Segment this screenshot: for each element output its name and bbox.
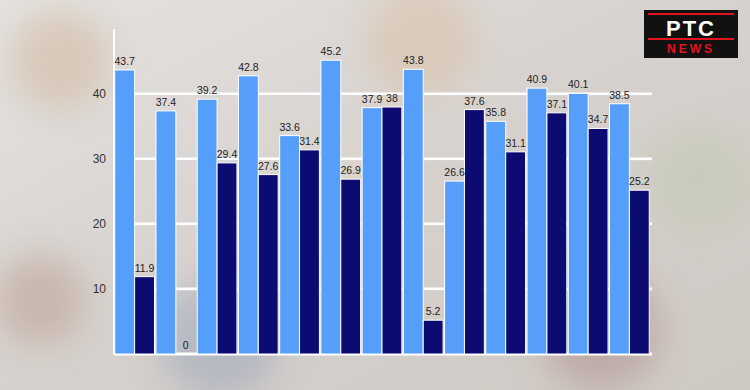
bar [197, 99, 217, 354]
logo-stripe [648, 13, 734, 15]
data-label: 42.8 [238, 61, 259, 73]
chart-svg: 10 20 30 40 43.7 37.4 39.2 42.8 33.6 45.2 37.9 43.8… [0, 0, 750, 390]
bar [238, 76, 258, 354]
data-label: 33.6 [279, 121, 300, 133]
data-label: 37.4 [156, 96, 177, 108]
bar [321, 60, 341, 354]
logo-subtitle: NEWS [667, 42, 715, 56]
bar [382, 107, 402, 354]
logo-box [644, 10, 738, 58]
data-label: 5.2 [426, 305, 441, 317]
background-blob [650, 130, 750, 230]
bar [464, 110, 484, 354]
data-label: 43.8 [403, 54, 424, 66]
bar [176, 354, 196, 355]
bar [300, 150, 320, 354]
y-tick-label: 20 [93, 217, 107, 231]
logo: PTCNEWS [644, 10, 738, 58]
bar [341, 179, 361, 354]
background-blobs [0, 0, 750, 390]
data-label: 29.4 [217, 148, 238, 160]
data-label: 40.1 [568, 78, 589, 90]
data-label: 31.1 [505, 137, 526, 149]
bar [445, 181, 465, 354]
bar [135, 277, 155, 354]
data-label: 45.2 [321, 45, 342, 57]
bar [115, 70, 135, 354]
y-tick-label: 10 [93, 282, 107, 296]
data-label: 34.7 [588, 113, 609, 125]
logo-title: PTC [666, 16, 716, 41]
bar [217, 163, 237, 354]
y-tick-label: 40 [93, 87, 107, 101]
y-tick-label: 30 [93, 152, 107, 166]
data-label: 25.2 [629, 175, 650, 187]
data-label: 40.9 [527, 73, 548, 85]
data-label: 0 [183, 339, 189, 351]
data-labels: 43.7 37.4 39.2 42.8 33.6 45.2 37.9 43.8 26.6 35.8… [114, 45, 649, 351]
data-label: 39.2 [197, 84, 218, 96]
data-label: 43.7 [114, 55, 135, 67]
data-label: 37.1 [547, 98, 568, 110]
data-label: 35.8 [486, 106, 507, 118]
background-blob [0, 255, 85, 345]
data-label: 26.6 [444, 166, 465, 178]
chart-root: 10 20 30 40 43.7 37.4 39.2 42.8 33.6 45.2 37.9 43.8… [0, 0, 750, 390]
bar [588, 128, 608, 354]
bar [547, 113, 567, 354]
bar [610, 104, 630, 354]
bar [280, 136, 300, 354]
bar [258, 175, 278, 354]
background-blob [10, 10, 110, 110]
bar [629, 190, 649, 354]
data-label: 27.6 [258, 160, 279, 172]
data-label: 11.9 [135, 262, 155, 274]
bars [115, 60, 650, 354]
data-label: 26.9 [340, 164, 361, 176]
bar [486, 121, 506, 354]
bar [527, 88, 547, 354]
bar [506, 152, 526, 354]
data-label: 38.5 [609, 89, 630, 101]
bar [568, 93, 588, 354]
data-label: 37.9 [362, 93, 383, 105]
data-label: 31.4 [299, 135, 320, 147]
data-label: 37.6 [464, 95, 485, 107]
bar [156, 111, 176, 354]
bar [423, 320, 443, 354]
bar [403, 69, 423, 354]
data-label: 38 [386, 92, 398, 104]
bar [362, 108, 382, 354]
